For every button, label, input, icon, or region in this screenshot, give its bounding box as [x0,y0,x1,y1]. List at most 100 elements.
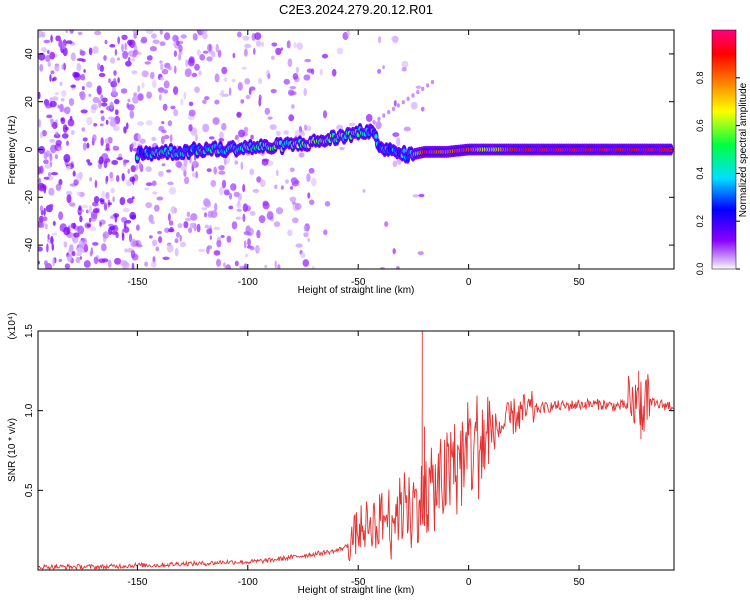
heatmap-noise-blob [110,215,115,220]
heatmap-noise-blob [99,222,102,227]
heatmap-noise-blob [207,210,214,218]
heatmap-noise-blob [40,47,44,52]
heatmap-noise-blob [178,44,183,52]
heatmap-noise-blob [240,99,245,104]
heatmap-noise-blob [81,58,86,63]
heatmap-noise-blob [228,205,234,210]
snr-panel: -150 -100 -50 0 50 0.5 1.0 1.5 Height of strai… [7,312,675,596]
heatmap-noise-blob [114,49,118,56]
heatmap-noise-blob [310,177,317,187]
heatmap-noise-blob [180,98,184,106]
heatmap-noise-blob [105,142,110,151]
heatmap-noise-blob [235,216,242,220]
heatmap-noise-blob [199,54,206,61]
heatmap-noise-blob [186,211,191,218]
heatmap-noise-blob [178,53,182,61]
heatmap-noise-blob [258,94,262,101]
heatmap-noise-blob [249,210,256,216]
heatmap-noise-blob [93,256,99,265]
heatmap-noise-blob [126,122,129,130]
heatmap-noise-blob [76,191,81,196]
figure-title: C2E3.2024.279.20.12.R01 [279,2,433,17]
heatmap-noise-blob [69,202,76,207]
heatmap-noise-blob [89,251,93,257]
heatmap-noise-blob [41,222,45,229]
heatmap-noise-blob [294,202,302,211]
colorbar-ticks: 0.0 0.2 0.4 0.6 0.8 [695,72,740,275]
heatmap-noise-blob [103,55,107,61]
heatmap-noise-blob [109,118,117,128]
heatmap-noise-blob [141,70,149,78]
heatmap-noise-blob [286,40,291,49]
heatmap-noise-blob [396,137,401,146]
heatmap-noise-blob [104,138,109,144]
heatmap-noise-blob [93,196,100,203]
heatmap-noise-blob [114,109,119,116]
heatmap-noise-blob [244,43,252,49]
heatmap-noise-blob [194,63,200,71]
heatmap-noise-blob [275,47,282,56]
y-tick-label: 1.0 [24,403,35,417]
heatmap-streak-blob [401,100,405,105]
snr-frame [37,330,675,571]
heatmap-noise-blob [249,246,255,251]
heatmap-noise-blob [81,127,86,132]
heatmap-noise-blob [44,223,48,230]
heatmap-noise-blob [144,61,151,65]
heatmap-noise-blob [292,201,296,205]
heatmap-noise-blob [163,80,170,89]
heatmap-noise-blob [184,176,190,185]
x-tick-label: 0 [466,577,472,588]
heatmap-noise-blob [255,40,262,47]
y-tick-label: -40 [24,237,35,252]
heatmap-noise-blob [271,55,275,60]
heatmap-noise-blob [183,91,187,100]
heatmap-noise-blob [117,57,120,61]
heatmap-noise-blob [198,70,202,76]
heatmap-noise-blob [82,137,88,142]
heatmap-noise-blob [49,203,54,208]
heatmap-noise-blob [167,120,173,127]
heatmap-noise-blob [110,57,115,64]
heatmap-noise-blob [64,263,71,269]
heatmap-noise-blob [218,170,226,175]
heatmap-noise-blob [62,133,69,139]
heatmap-noise-blob [112,196,115,203]
heatmap-noise-blob [295,66,300,74]
heatmap-noise-blob [51,96,59,101]
x-tick-label: -100 [238,577,258,588]
snr-y-ticks: 0.5 1.0 1.5 [24,324,674,497]
heatmap-noise-blob [306,173,311,182]
heatmap-noise-blob [63,241,68,248]
heatmap-noise-blob [221,66,228,75]
heatmap-noise-blob [274,260,277,269]
heatmap-noise-blob [195,171,198,179]
heatmap-noise-blob [234,160,239,165]
heatmap-noise-blob [152,39,160,44]
heatmap-noise-blob [85,209,89,214]
heatmap-noise-blob [125,219,132,224]
heatmap-noise-blob [229,192,232,200]
heatmap-noise-blob [50,235,54,245]
heatmap-noise-blob [194,86,200,93]
heatmap-noise-blob [303,87,307,97]
heatmap-noise-blob [285,179,289,184]
heatmap-noise-blob [109,101,114,110]
y-tick-label: 20 [24,96,35,108]
heatmap-noise-blob [145,30,154,35]
heatmap-noise-blob [377,68,381,74]
heatmap-noise-blob [145,202,153,209]
snr-x-ticks: -150 -100 -50 0 50 [127,331,585,588]
heatmap-noise-blob [202,123,210,133]
heatmap-noise-blob [63,153,71,163]
heatmap-noise-blob [145,166,152,173]
heatmap-noise-blob [410,101,418,110]
heatmap-noise-blob [158,236,163,244]
heatmap-noise-blob [298,152,305,158]
heatmap-noise-blob [76,62,82,72]
heatmap-noise-blob [307,238,311,242]
heatmap-noise-blob [228,87,232,96]
heatmap-noise-blob [206,228,213,235]
heatmap-noise-blob [79,50,86,56]
heatmap-noise-blob [122,50,129,60]
